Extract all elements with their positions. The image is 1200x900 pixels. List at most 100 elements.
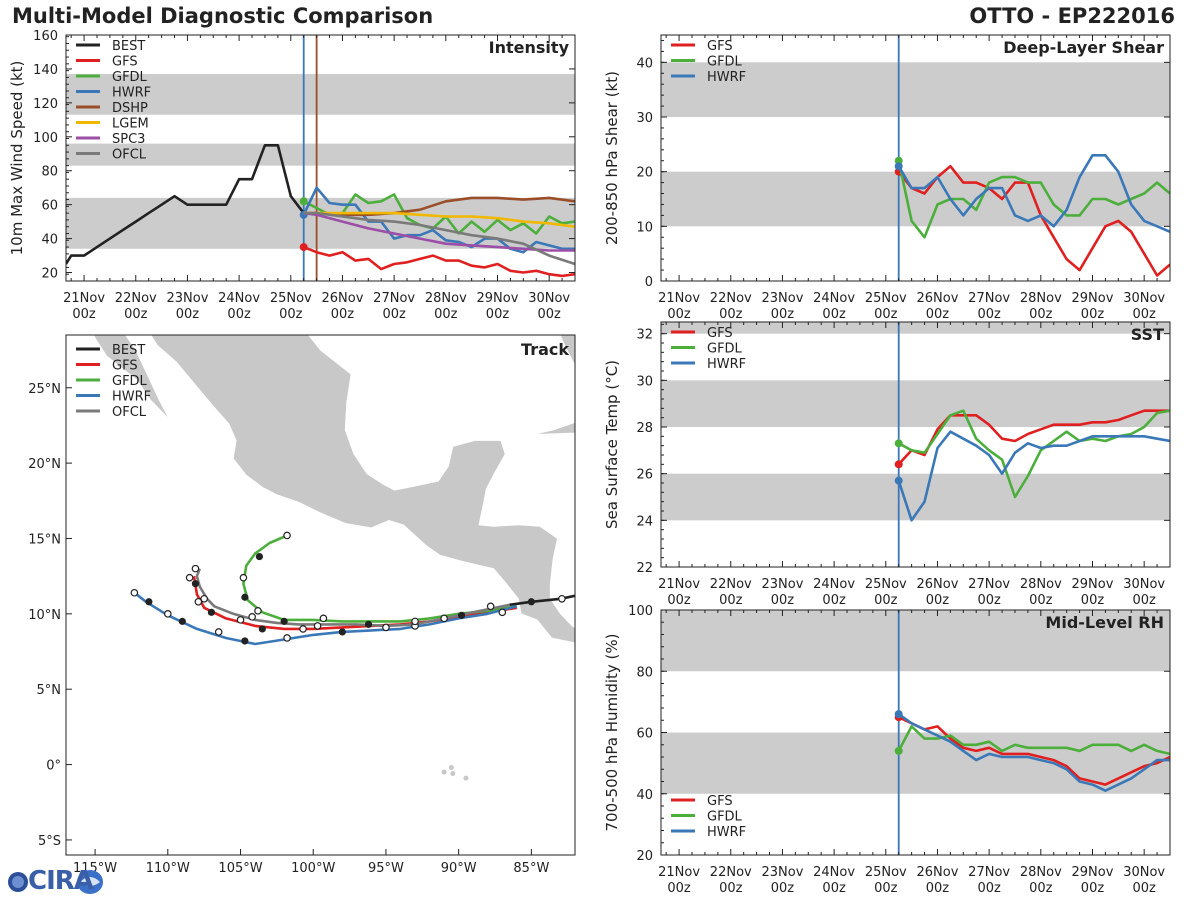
rh-xtick-label: 27Nov bbox=[968, 865, 1010, 880]
intensity-legend-label-gfdl: GFDL bbox=[112, 70, 148, 85]
track-series-best bbox=[509, 594, 575, 607]
shear-series-gfdl bbox=[897, 160, 1170, 239]
rh-xtick-label: 26Nov bbox=[917, 865, 959, 880]
shear-legend-label-gfs: GFS bbox=[707, 39, 733, 54]
track-marker-filled bbox=[527, 598, 535, 606]
sst-xtick-label: 28Nov bbox=[1020, 577, 1062, 592]
shear-start-point-gfdl bbox=[894, 156, 903, 165]
track-ytick-label: 0° bbox=[46, 759, 61, 774]
track-legend-label-hwrf: HWRF bbox=[112, 390, 151, 405]
shear-xtick-label-time: 00z bbox=[874, 307, 898, 322]
rh-xtick-label: 23Nov bbox=[761, 865, 803, 880]
sst-xtick-label-time: 00z bbox=[1081, 593, 1105, 608]
land-galapagos-1 bbox=[450, 771, 456, 777]
sst-xtick-label: 25Nov bbox=[865, 577, 907, 592]
track-legend-label-gfs: GFS bbox=[112, 359, 138, 374]
track-marker-filled bbox=[258, 625, 266, 633]
logo-mark bbox=[8, 870, 103, 894]
intensity-band-1 bbox=[66, 143, 575, 166]
shear-band-1 bbox=[661, 62, 1170, 117]
intensity-frame bbox=[65, 34, 576, 282]
track-marker-open bbox=[283, 531, 291, 540]
intensity-legend-label-spc3: SPC3 bbox=[112, 132, 145, 147]
shear-start-point-hwrf bbox=[894, 162, 903, 171]
intensity-xtick-label: 29Nov bbox=[477, 291, 519, 306]
intensity-xtick-label-time: 00z bbox=[72, 307, 96, 322]
track-title: Track bbox=[521, 340, 569, 359]
sst-title: SST bbox=[1131, 325, 1164, 344]
track-marker-open bbox=[283, 634, 291, 642]
intensity-ytick-label: 160 bbox=[33, 29, 58, 44]
intensity-ytick-label: 80 bbox=[41, 165, 58, 180]
track-frame bbox=[65, 334, 576, 856]
track-series-ofcl bbox=[195, 568, 510, 628]
sst-ylabel: Sea Surface Temp (°C) bbox=[603, 360, 621, 529]
rh-xtick-label: 30Nov bbox=[1123, 865, 1165, 880]
intensity-series-lgem bbox=[303, 211, 575, 228]
shear-xtick-label-time: 00z bbox=[977, 307, 1001, 322]
rh-legend-label-gfdl: GFDL bbox=[707, 810, 743, 825]
panel-track: 115°W 110°W 105°W 100°W 95°W 90°W 85°W5°S0°5°N… bbox=[28, 334, 576, 876]
track-marker-filled bbox=[191, 580, 200, 588]
sst-xtick-label: 24Nov bbox=[813, 577, 855, 592]
rh-ytick-label: 100 bbox=[628, 604, 653, 619]
rh-title: Mid-Level RH bbox=[1045, 613, 1164, 632]
track-marker-open bbox=[130, 588, 139, 597]
rh-xtick-label: 22Nov bbox=[710, 865, 752, 880]
intensity-ytick-label: 40 bbox=[41, 233, 58, 248]
shear-xtick-label-time: 00z bbox=[771, 307, 795, 322]
sst-ytick-label: 24 bbox=[636, 514, 653, 529]
rh-xtick-label-time: 00z bbox=[667, 881, 691, 896]
rh-xtick-label-time: 00z bbox=[874, 881, 898, 896]
shear-xtick-label: 23Nov bbox=[761, 291, 803, 306]
track-ytick-label: 5°S bbox=[38, 834, 61, 849]
panel-rh: 21Nov00z22Nov00z23Nov00z24Nov00z25Nov00z… bbox=[603, 604, 1171, 896]
shear-ytick-label: 40 bbox=[636, 56, 653, 71]
intensity-title: Intensity bbox=[489, 38, 570, 57]
track-marker-open bbox=[214, 628, 223, 636]
sst-xtick-label-time: 00z bbox=[874, 593, 898, 608]
shear-xtick-label-time: 00z bbox=[1132, 307, 1156, 322]
sst-xtick-label: 30Nov bbox=[1123, 577, 1165, 592]
intensity-xtick-label-time: 00z bbox=[279, 307, 303, 322]
land-cuba bbox=[532, 421, 575, 435]
shear-xtick-label: 25Nov bbox=[865, 291, 907, 306]
sst-series-gfs bbox=[897, 409, 1170, 466]
shear-ytick-label: 0 bbox=[645, 275, 653, 290]
intensity-legend-label-hwrf: HWRF bbox=[112, 86, 151, 101]
rh-xtick-label: 28Nov bbox=[1020, 865, 1062, 880]
sst-ytick-label: 32 bbox=[636, 328, 653, 343]
rh-xtick-label: 24Nov bbox=[813, 865, 855, 880]
track-marker-filled bbox=[241, 593, 249, 601]
intensity-ytick-label: 120 bbox=[33, 97, 58, 112]
track-marker-open bbox=[313, 622, 322, 630]
intensity-ytick-label: 20 bbox=[41, 267, 58, 282]
intensity-legend-label-dshp: DSHP bbox=[112, 101, 148, 116]
intensity-xtick-label: 22Nov bbox=[115, 291, 157, 306]
shear-xtick-label-time: 00z bbox=[667, 307, 691, 322]
intensity-xtick-label-time: 00z bbox=[124, 307, 148, 322]
sst-xtick-label-time: 00z bbox=[926, 593, 950, 608]
sst-band-1 bbox=[661, 380, 1170, 427]
panel-sst: 21Nov00z22Nov00z23Nov00z24Nov00z25Nov00z… bbox=[603, 321, 1171, 608]
intensity-xtick-label: 23Nov bbox=[166, 291, 208, 306]
track-series-hwrf bbox=[133, 591, 518, 646]
intensity-xtick-label-time: 00z bbox=[486, 307, 510, 322]
sst-xtick-label-time: 00z bbox=[719, 593, 743, 608]
track-marker-open bbox=[254, 607, 262, 615]
track-ytick-label: 15°N bbox=[28, 532, 61, 547]
intensity-ytick-label: 60 bbox=[41, 199, 58, 214]
rh-plot-area bbox=[661, 610, 1170, 855]
intensity-xtick-label: 30Nov bbox=[528, 291, 570, 306]
shear-xtick-label: 28Nov bbox=[1020, 291, 1062, 306]
track-plot-area bbox=[93, 335, 575, 781]
track-marker-filled bbox=[207, 608, 216, 616]
sst-xtick-label-time: 00z bbox=[667, 593, 691, 608]
sst-xtick-label-time: 00z bbox=[1132, 593, 1156, 608]
track-marker-open bbox=[185, 573, 194, 582]
shear-series-gfs bbox=[897, 164, 1170, 277]
sst-ytick-label: 28 bbox=[636, 421, 653, 436]
intensity-series-gfs bbox=[303, 245, 575, 278]
shear-xtick-label-time: 00z bbox=[822, 307, 846, 322]
shear-ytick-label: 10 bbox=[636, 220, 653, 235]
